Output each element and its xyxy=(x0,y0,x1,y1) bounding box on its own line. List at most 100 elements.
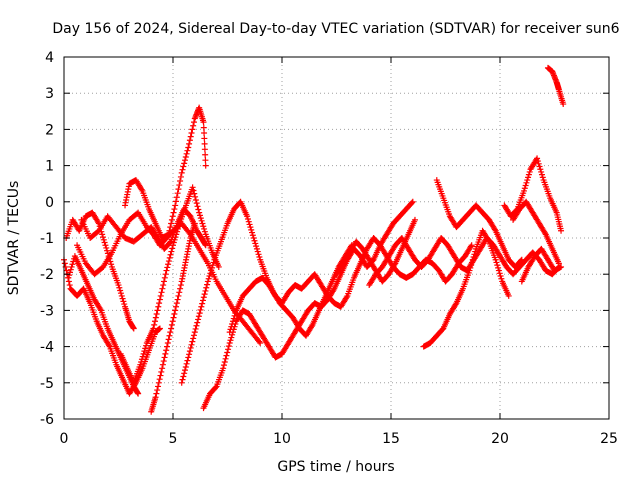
y-tick-label: 2 xyxy=(45,122,54,138)
data-point-interp xyxy=(67,266,74,273)
data-point-interp xyxy=(224,349,231,356)
data-point-interp xyxy=(247,224,254,231)
series-sat-o xyxy=(433,177,525,270)
data-point-interp xyxy=(177,173,184,180)
data-point xyxy=(250,235,257,241)
data-point-interp xyxy=(95,219,102,226)
series-sat-h xyxy=(148,220,198,415)
data-point-interp xyxy=(152,318,159,325)
data-point-interp xyxy=(526,168,533,175)
data-point-interp xyxy=(195,316,202,323)
data-point-interp xyxy=(222,355,229,362)
data-point-interp xyxy=(166,227,173,234)
data-point-interp xyxy=(161,274,168,281)
y-tick-label: 3 xyxy=(45,86,54,102)
data-point-interp xyxy=(539,174,546,181)
data-point-interp xyxy=(208,267,215,274)
data-point xyxy=(534,155,541,162)
data-point-interp xyxy=(120,298,127,305)
data-point-interp xyxy=(168,321,175,328)
data-point-interp xyxy=(199,300,206,307)
data-point-interp xyxy=(177,282,184,289)
data-point-interp xyxy=(153,390,160,397)
x-tick-label: 5 xyxy=(169,431,178,447)
data-point-interp xyxy=(524,177,531,184)
data-point xyxy=(137,361,144,368)
data-point-interp xyxy=(183,150,190,157)
data-point xyxy=(191,329,198,336)
x-tick-label: 10 xyxy=(273,431,291,447)
data-point-interp xyxy=(116,284,123,291)
data-point-interp xyxy=(193,200,200,207)
data-point-interp xyxy=(68,263,75,270)
data-point-interp xyxy=(196,310,203,317)
data-point-interp xyxy=(497,273,504,280)
data-point-interp xyxy=(138,358,145,365)
data-point-interp xyxy=(171,311,178,318)
data-point-interp xyxy=(183,360,190,367)
data-point-interp xyxy=(538,168,545,175)
data-point-interp xyxy=(166,254,173,261)
data-point xyxy=(409,198,416,205)
data-point-interp xyxy=(200,294,207,301)
data-point-interp xyxy=(203,284,210,291)
data-point-interp xyxy=(143,342,150,349)
y-tick-label: -5 xyxy=(40,376,54,392)
data-point-interp xyxy=(228,334,235,341)
data-point-interp xyxy=(166,332,173,339)
data-point-interp xyxy=(155,303,162,310)
data-point-interp xyxy=(157,292,164,299)
data-point xyxy=(156,296,163,303)
y-tick-label: -3 xyxy=(40,303,54,319)
data-point-interp xyxy=(164,343,171,350)
data-point xyxy=(558,263,565,270)
data-point-interp xyxy=(172,303,179,310)
data-point-interp xyxy=(151,321,158,328)
data-point-interp xyxy=(103,244,110,251)
data-point-interp xyxy=(169,213,176,220)
data-point-interp xyxy=(99,234,106,241)
data-point-interp xyxy=(467,243,474,250)
data-point-interp xyxy=(189,338,196,345)
data-point xyxy=(505,292,512,299)
data-point-interp xyxy=(164,339,171,346)
data-point-interp xyxy=(255,251,262,258)
data-point-interp xyxy=(186,348,193,355)
data-point xyxy=(257,339,264,346)
series-sat-a xyxy=(61,256,163,397)
data-point-interp xyxy=(66,272,73,279)
x-tick-label: 20 xyxy=(491,431,509,447)
data-point-interp xyxy=(170,314,177,321)
data-point-interp xyxy=(201,130,208,137)
data-point-interp xyxy=(200,124,207,131)
data-point-interp xyxy=(534,158,541,165)
data-point-interp xyxy=(157,372,164,379)
data-point-interp xyxy=(391,261,398,268)
data-point xyxy=(226,339,233,346)
data-point-interp xyxy=(162,350,169,357)
data-point-interp xyxy=(199,220,206,227)
data-point-interp xyxy=(160,282,167,289)
data-point-interp xyxy=(156,300,163,307)
data-point-interp xyxy=(189,126,196,133)
data-point-interp xyxy=(179,166,186,173)
data-point xyxy=(178,169,185,176)
data-point-interp xyxy=(100,236,107,243)
series-sat-r xyxy=(518,245,565,285)
data-point-interp xyxy=(493,259,500,266)
data-point-interp xyxy=(229,320,236,327)
data-point-interp xyxy=(525,174,532,181)
data-point-interp xyxy=(188,341,195,348)
data-point-interp xyxy=(169,245,176,252)
data-point-interp xyxy=(190,187,197,194)
data-point-interp xyxy=(194,319,201,326)
data-point-interp xyxy=(207,270,214,277)
series-sat-n xyxy=(420,227,512,350)
data-point-interp xyxy=(158,289,165,296)
data-point-interp xyxy=(97,306,104,313)
data-point-interp xyxy=(472,248,479,255)
data-point xyxy=(135,390,142,397)
data-point xyxy=(152,394,159,401)
data-point-interp xyxy=(202,287,209,294)
data-point xyxy=(411,216,418,223)
